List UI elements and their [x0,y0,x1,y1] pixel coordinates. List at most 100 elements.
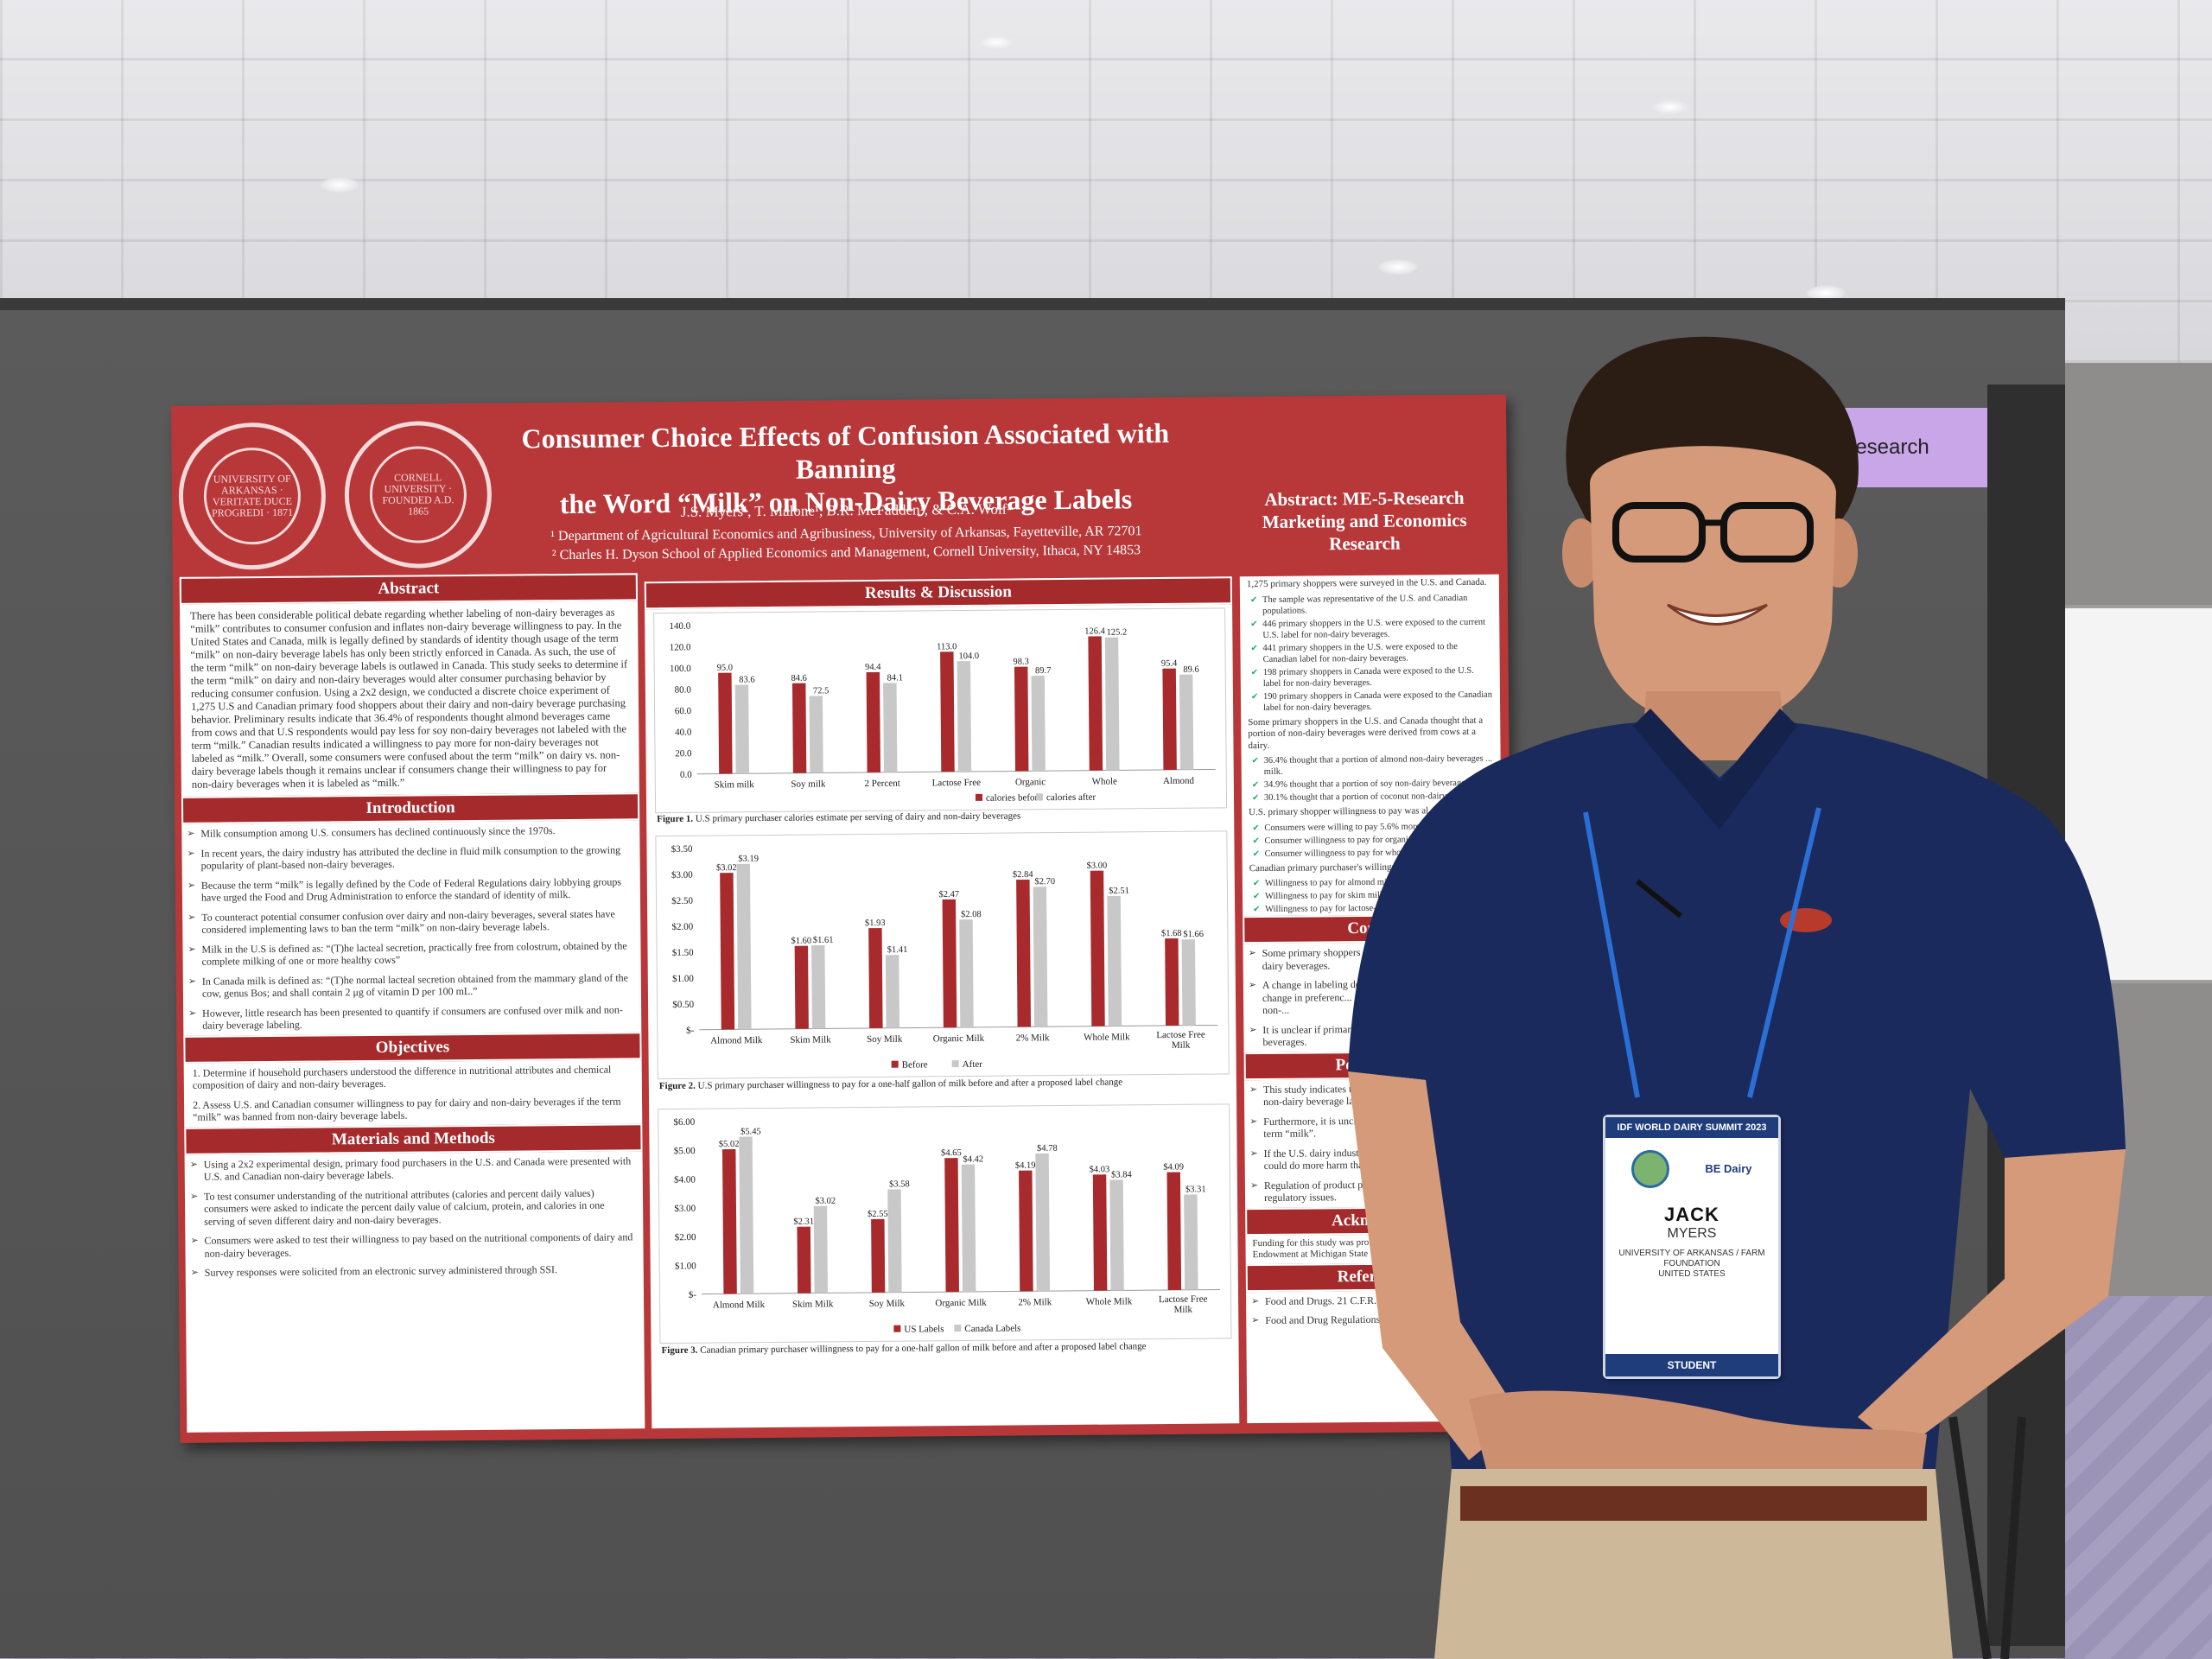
data-label: $4.09 [1163,1162,1184,1172]
acknowledgements-text: Funding for this study was provided by t… [1252,1236,1478,1261]
x-tick-label: Soy Milk [867,1034,903,1045]
introduction-bullet: In recent years, the dairy industry has … [181,840,639,876]
figure-2-svg: $3.50 $3.00 $2.50 $2.00 $1.50 $1.00 $0.50 $- $3.… [671,844,1218,1071]
x-tick-label: Whole Milk [1084,1032,1130,1042]
data-label: 113.0 [937,642,957,652]
policy-bullet: This study indicates that it is unclear … [1244,1077,1503,1112]
name-badge: IDF WORLD DAIRY SUMMIT 2023 BE Dairy JAC… [1603,1115,1781,1379]
x-tick-label: Organic Milk [935,1298,987,1309]
data-label: 89.6 [1183,665,1198,675]
data-label: 94.4 [865,663,881,672]
results-heading: Results & Discussion [644,576,1233,610]
bar-canada-labels [1035,1153,1051,1292]
objective-item: 1. Determine if household purchasers und… [192,1063,612,1091]
x-tick-label: Almond Milk [710,1035,763,1046]
data-label: $3.84 [1111,1170,1132,1179]
badge-organization: UNIVERSITY OF ARKANSAS / FARM FOUNDATION… [1618,1249,1765,1279]
x-tick-label: Soy milk [791,779,826,789]
bar-after [959,919,974,1028]
data-label: $5.45 [741,1127,761,1136]
bar-before [1090,870,1105,1027]
data-label: $1.60 [791,937,811,946]
badge-logos: BE Dairy [1605,1138,1778,1200]
ceiling-light [976,35,1016,50]
bar-after [1033,887,1048,1027]
results-check-item: Willingness to pay for lactose-free milk… [1243,901,1502,917]
methods-bullet: Using a 2x2 experimental design, primary… [185,1151,643,1187]
policy-bullet: If the U.S. dairy industry chooses to fi… [1244,1141,1503,1176]
methods-bullet: Consumers were asked to test their willi… [185,1227,643,1263]
data-label: $3.00 [1087,861,1108,871]
introduction-bullet: Milk in the U.S is defined as: “(T)he la… [182,936,640,972]
policy-list: This study indicates that it is unclear … [1244,1077,1504,1208]
y-tick-label: $- [686,1026,695,1036]
methods-list: Using a 2x2 experimental design, primary… [185,1151,644,1283]
bar-calories-before [791,683,807,773]
bar-before [720,873,735,1030]
data-label: $5.02 [719,1140,740,1149]
data-label: $2.51 [1109,887,1129,896]
bar-before [868,928,883,1028]
x-tick-label: 2 Percent [864,779,899,789]
legend-swatch [975,793,983,801]
bar-calories-before [1014,666,1029,772]
data-label: 84.6 [791,674,806,683]
bar-canada-labels [813,1205,828,1294]
y-tick-label: 100.0 [670,664,691,674]
y-tick-label: $- [689,1290,697,1300]
objectives-list: 1. Determine if household purchasers und… [184,1059,643,1128]
data-label: $1.93 [865,918,886,928]
reference-item: Food and Drug Regulations B.08.028.1 (20… [1246,1309,1505,1331]
data-label: 104.0 [958,652,979,661]
y-tick-label: $5.00 [674,1146,696,1156]
y-tick-label: $0.50 [672,1000,694,1010]
y-tick-label: 0.0 [680,770,692,780]
cornell-university-seal: CORNELL UNIVERSITY · FOUNDED A.D. 1865 [344,420,493,569]
introduction-bullet: In Canada milk is defined as: “(T)he nor… [183,968,641,1004]
legend-label: After [963,1059,983,1070]
results-check-item: 441 primary shoppers in the U.S. were ex… [1240,639,1499,666]
ceiling-light [1806,285,1846,301]
x-tick-label: 2% Milk [1016,1033,1050,1043]
bar-canada-labels [887,1189,902,1293]
data-label: $3.31 [1185,1185,1206,1194]
data-label: $1.41 [887,945,908,955]
legend-label: Before [902,1059,928,1070]
policy-bullet: Furthermore, it is unclear if the dairy … [1244,1109,1503,1144]
conclusions-list: Some primary shoppers were confused ... … [1243,942,1503,1052]
results-check-item: 198 primary shoppers in Canada were expo… [1241,664,1500,690]
x-axis-line [699,1024,1218,1031]
y-tick-label: $6.00 [673,1117,695,1128]
right-column: 1,275 primary shoppers were surveyed in … [1239,574,1507,1424]
data-label: 84.1 [887,673,903,683]
results-summary-1: 1,275 primary shoppers were surveyed in … [1246,576,1487,590]
x-tick-label: Milk [1172,1040,1191,1051]
bar-us-labels [1166,1172,1182,1290]
y-tick-label: $2.50 [671,896,693,906]
data-label: $2.55 [868,1210,888,1219]
data-label: $2.84 [1013,870,1033,880]
badge-last-name: MYERS [1667,1226,1717,1241]
neighbor-poster-board [2039,605,2212,983]
data-label: 83.6 [739,675,754,684]
research-sign: Research [1823,408,1987,487]
data-label: $3.58 [889,1179,910,1189]
results-check-item: Consumer willingness to pay for whole mi… [1243,845,1502,861]
poster-affiliations: ¹ Department of Agricultural Economics a… [550,524,1142,563]
data-label: $3.02 [815,1197,836,1206]
results-checks-3: Consumers were willing to pay 5.6% more … [1242,819,1501,861]
abstract-id-tag: Abstract: ME-5-Research Marketing and Ec… [1262,486,1467,555]
conclusion-bullet: A change in labeling does appear to ... … [1243,974,1503,1020]
results-check-item: 30.1% thought that a portion of coconut … [1242,790,1501,805]
bar-before [794,945,809,1029]
x-tick-label: Organic Milk [933,1033,985,1045]
legend-swatch [954,1325,962,1332]
figure-3-svg: $6.00 $5.00 $4.00 $3.00 $2.00 $1.00 $- $5.02$5.… [673,1117,1220,1335]
introduction-heading: Introduction [181,792,640,824]
methods-heading: Materials and Methods [184,1122,643,1155]
bar-before [942,899,957,1028]
data-label: $3.19 [738,855,759,864]
data-label: $1.68 [1161,929,1182,938]
results-checks-1: The sample was representative of the U.S… [1240,591,1500,715]
x-tick-label: Skim Milk [792,1299,834,1309]
